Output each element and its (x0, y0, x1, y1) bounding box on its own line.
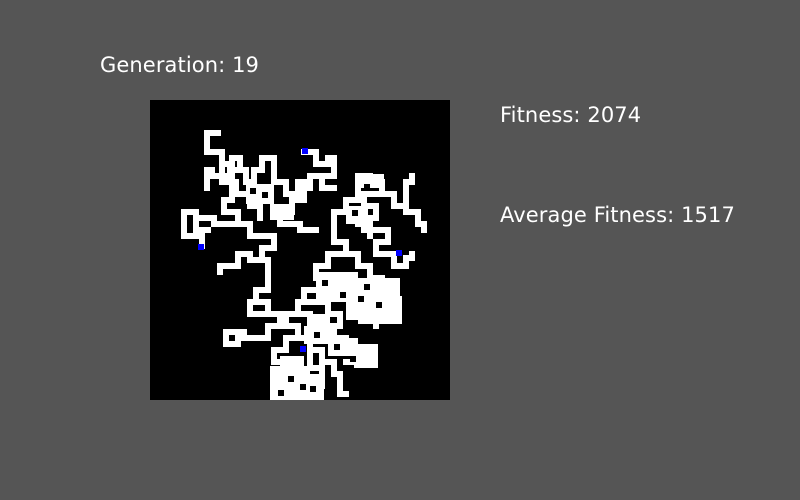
agent-marker (302, 148, 308, 154)
average-fitness-label: Average Fitness: 1517 (500, 203, 735, 227)
explored-paths (181, 130, 427, 397)
fitness-label: Fitness: 2074 (500, 103, 642, 127)
simulation-canvas (150, 100, 450, 400)
maze-drawing (181, 130, 427, 400)
agents (198, 148, 402, 352)
agent-marker (300, 346, 306, 352)
agent-marker (396, 250, 402, 256)
generation-label: Generation: 19 (100, 53, 260, 77)
dense-region-holes (250, 184, 382, 396)
agent-marker (198, 244, 204, 250)
